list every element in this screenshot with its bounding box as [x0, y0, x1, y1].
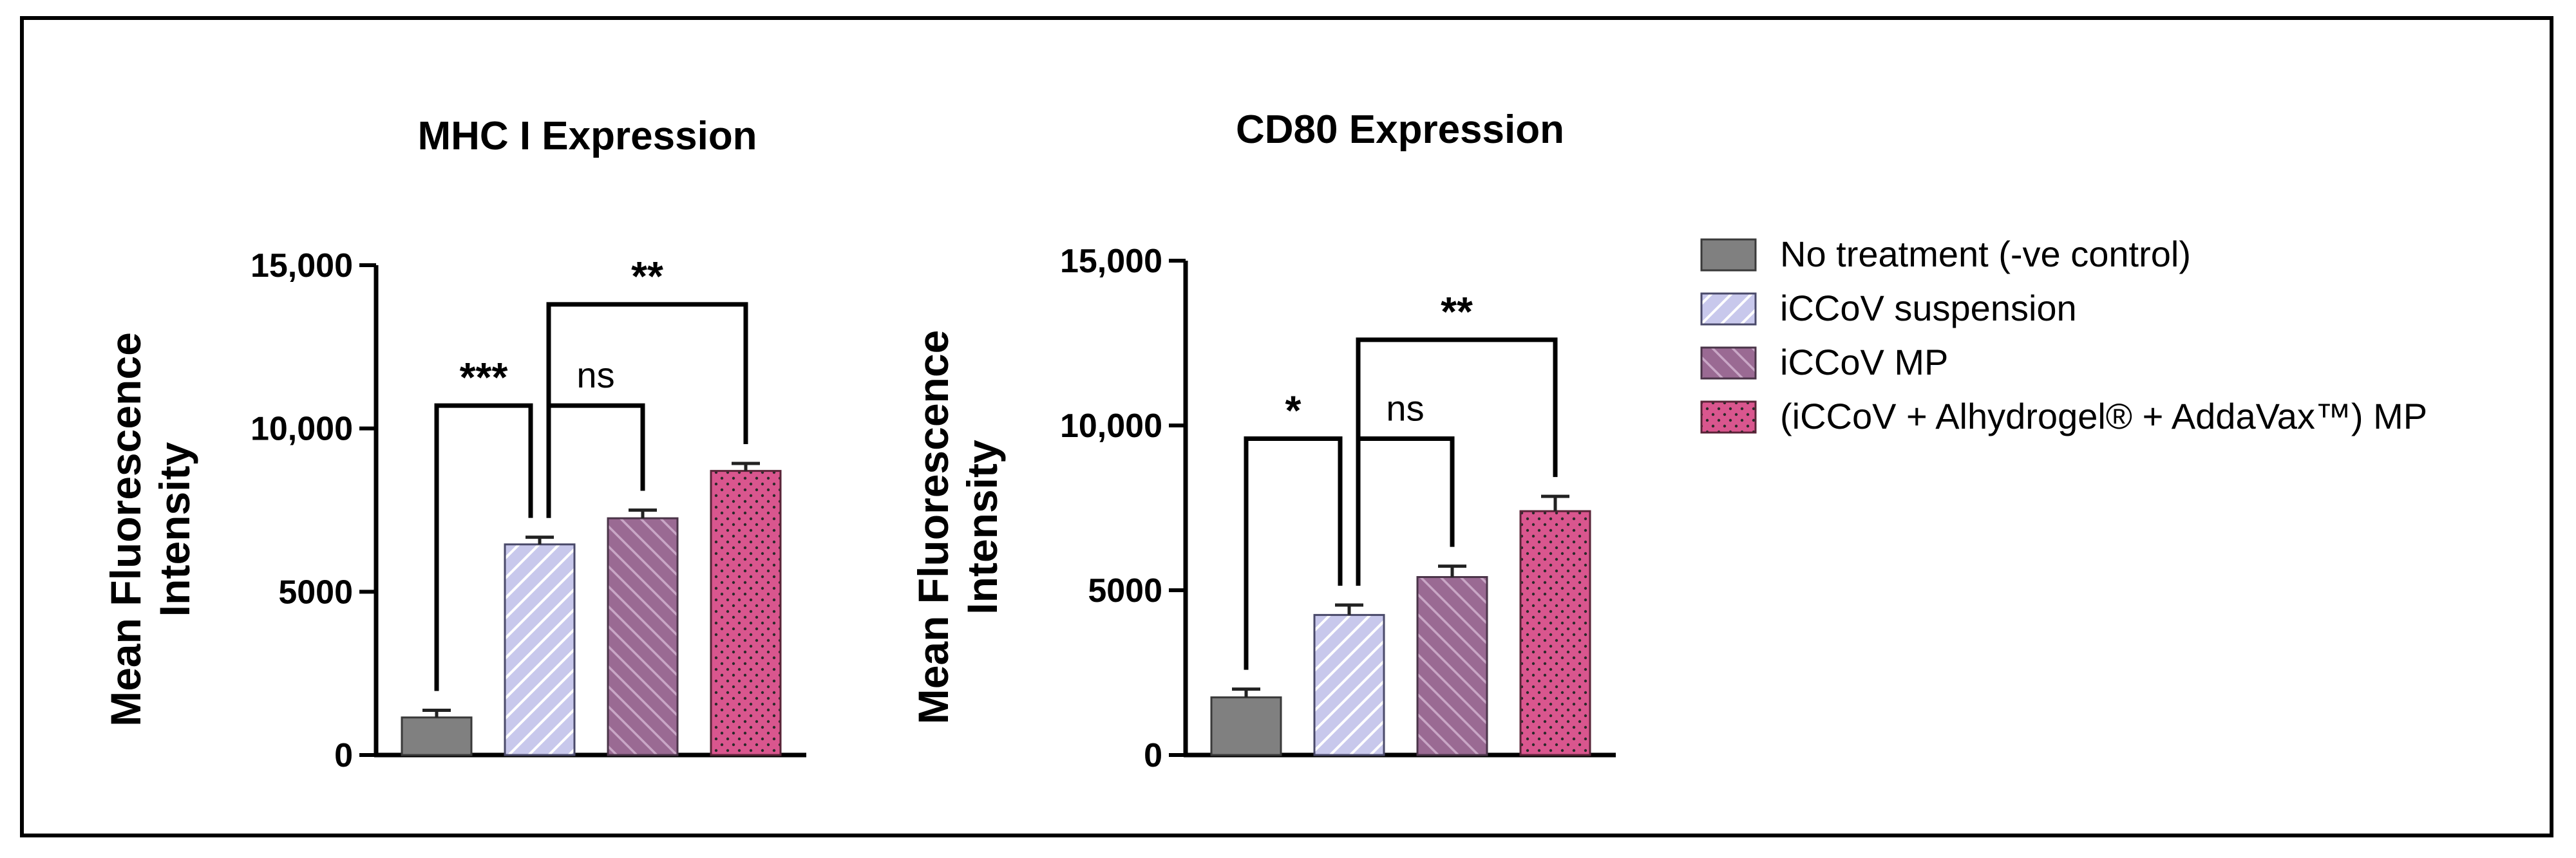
figure-frame [20, 16, 2553, 837]
mhc-y-tick-label: 15,000 [251, 247, 353, 284]
cd80-sig-label-0: * [1285, 387, 1302, 433]
cd80-y-tick-label: 10,000 [1060, 407, 1162, 445]
cd80-y-tick-label: 0 [1144, 737, 1162, 774]
cd80-y-axis-label: Mean FluorescenceIntensity [909, 330, 1006, 725]
mhc-y-tick-label: 5000 [278, 574, 353, 611]
cd80-bar-1 [1313, 613, 1385, 756]
mhc-y-tick-label: 0 [334, 737, 353, 774]
legend-swatch-0 [1700, 238, 1757, 272]
legend-swatch-3 [1700, 400, 1757, 434]
mhc-sig-bracket-1 [546, 403, 645, 518]
cd80-sig-label-2: ** [1441, 288, 1473, 335]
legend-label-0: No treatment (-ve control) [1780, 234, 2191, 274]
mhc-y-tick-label: 10,000 [251, 411, 353, 448]
cd80-bar-2 [1416, 576, 1488, 756]
cd80-y-tick-label: 15,000 [1060, 243, 1162, 280]
mhc-sig-bracket-2 [546, 302, 748, 518]
cd80-sig-bracket-2 [1356, 337, 1558, 586]
mhc-sig-label-2: ** [631, 253, 663, 299]
cd80-bar-3 [1519, 510, 1591, 756]
cd80-sig-bracket-0 [1244, 436, 1343, 670]
mhc-sig-label-1: ns [576, 355, 614, 395]
legend-label-3: (iCCoV + Alhydrogel® + AddaVax™) MP [1780, 396, 2427, 436]
mhc-bar-1 [504, 543, 576, 756]
cd80-chart-title: CD80 Expression [1236, 107, 1564, 152]
legend-label-2: iCCoV MP [1780, 342, 1948, 382]
cd80-chart: CD80 Expression Mean FluorescenceIntensit… [909, 107, 1616, 774]
legend-label-1: iCCoV suspension [1780, 288, 2077, 328]
mhc-bar-2 [607, 517, 679, 756]
legend: No treatment (-ve control) iCCoV suspensi… [1700, 234, 2427, 436]
mhc-bar-3 [710, 470, 782, 756]
mhc-chart: MHC I Expression Mean FluorescenceIntensi… [102, 114, 806, 774]
cd80-bar-0 [1210, 696, 1282, 756]
mhc-sig-label-0: *** [460, 354, 508, 400]
cd80-sig-label-1: ns [1386, 387, 1424, 428]
mhc-chart-title: MHC I Expression [417, 114, 757, 158]
mhc-y-axis-label: Mean FluorescenceIntensity [102, 332, 198, 727]
cd80-sig-bracket-1 [1356, 436, 1455, 586]
legend-swatch-2 [1700, 346, 1757, 380]
mhc-bar-0 [401, 716, 473, 756]
cd80-y-tick-label: 5000 [1088, 572, 1162, 610]
mhc-sig-bracket-0 [434, 403, 533, 691]
legend-swatch-1 [1700, 292, 1757, 326]
